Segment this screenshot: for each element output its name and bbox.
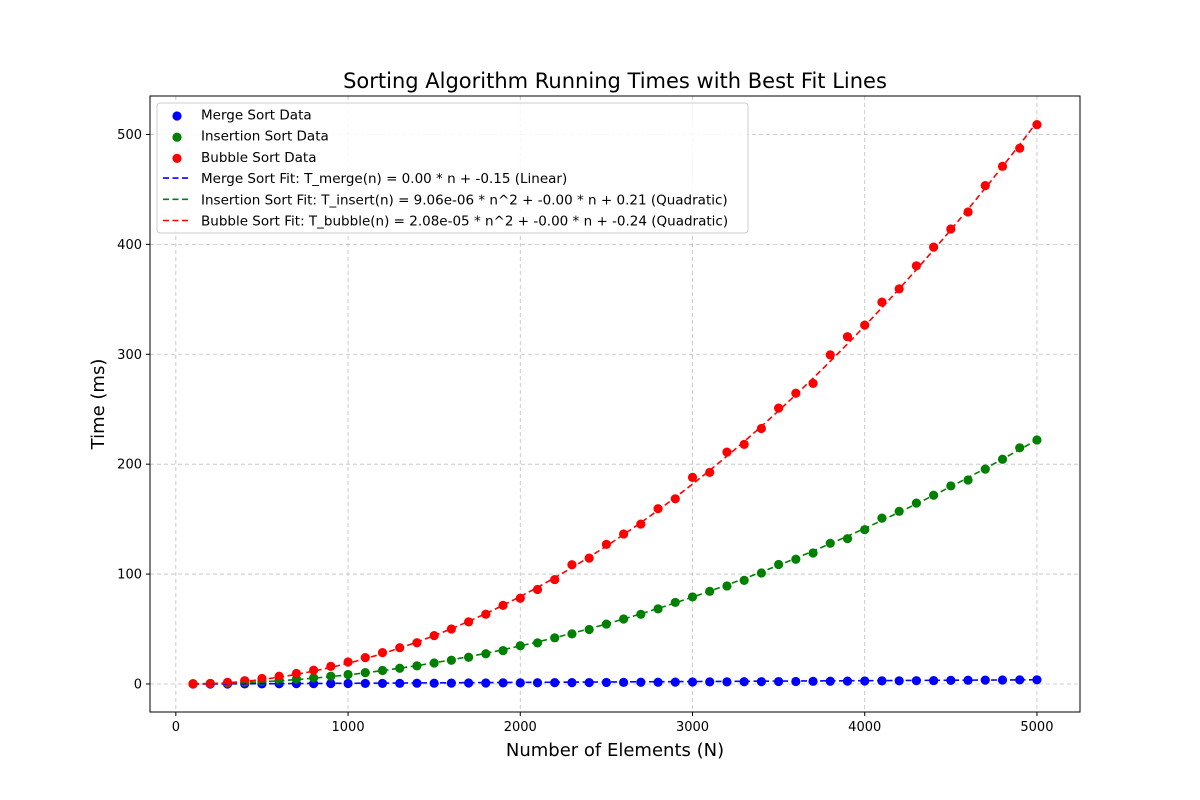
x-tick-label: 4000	[848, 720, 881, 735]
bubble-sort-point	[929, 242, 939, 252]
insertion-sort-point	[309, 673, 319, 683]
bubble-sort-point	[498, 600, 508, 610]
bubble-sort-point	[257, 673, 267, 684]
bubble-sort-point	[205, 678, 215, 689]
bubble-sort-point	[653, 504, 663, 514]
legend-label-merge-sort-fit: Merge Sort Fit: T_merge(n) = 0.00 * n + …	[201, 171, 567, 187]
merge-sort-point	[860, 676, 870, 686]
insertion-sort-point	[756, 568, 766, 578]
y-tick-label: 300	[117, 348, 142, 363]
x-tick-label: 5000	[1020, 720, 1053, 735]
insertion-sort-point	[619, 614, 629, 624]
bubble-sort-point	[584, 553, 594, 563]
grid-lines	[150, 96, 1080, 712]
insertion-sort-point	[395, 663, 405, 673]
insertion-sort-point	[532, 638, 543, 648]
bubble-sort-point	[377, 648, 388, 658]
merge-sort-point	[395, 678, 405, 688]
insertion-sort-point	[515, 641, 525, 651]
legend-label-merge-sort: Merge Sort Data	[201, 108, 312, 124]
bubble-sort-point	[532, 584, 543, 595]
insertion-sort-point	[963, 475, 973, 485]
legend-box	[156, 102, 749, 234]
y-tick-label: 500	[117, 128, 142, 143]
legend-label-insertion-sort-fit: Insertion Sort Fit: T_insert(n) = 9.06e-…	[201, 192, 728, 208]
chart-title: Sorting Algorithm Running Times with Bes…	[343, 69, 887, 93]
merge-sort-point	[946, 675, 956, 685]
merge-sort-point	[653, 677, 663, 687]
bubble-sort-point	[343, 657, 353, 667]
legend-label-insertion-sort: Insertion Sort Data	[201, 129, 329, 145]
merge-sort-point	[670, 677, 680, 687]
bubble-sort-point	[705, 467, 715, 478]
y-tick-label: 200	[117, 458, 142, 473]
bubble-sort-point	[963, 207, 973, 217]
legend: Merge Sort Data Insertion Sort Data Bubble…	[156, 102, 749, 234]
x-axis-ticks: 0 1000 2000 3000 4000 5000	[172, 712, 1053, 735]
bubble-sort-point	[670, 494, 680, 504]
plot-series	[188, 119, 1042, 689]
legend-marker-insertion-sort	[172, 132, 182, 142]
x-tick-label: 0	[172, 720, 180, 735]
bubble-sort-fit-line	[193, 121, 1038, 685]
bubble-sort-point	[774, 403, 784, 413]
merge-sort-point	[842, 676, 853, 686]
y-tick-label: 0	[134, 677, 142, 692]
insertion-sort-point	[498, 645, 508, 656]
bubble-sort-point	[980, 180, 990, 191]
bubble-sort-point	[326, 661, 336, 671]
y-tick-label: 100	[117, 568, 142, 583]
insertion-sort-point	[636, 609, 646, 619]
insertion-sort-point	[670, 597, 680, 608]
insertion-sort-point	[412, 661, 422, 671]
merge-sort-point	[481, 678, 491, 688]
bubble-sort-point	[842, 332, 853, 342]
x-tick-label: 3000	[676, 720, 709, 735]
y-axis-title: Time (ms)	[88, 359, 109, 451]
legend-label-bubble-sort: Bubble Sort Data	[201, 150, 317, 166]
bubble-sort-point	[808, 378, 818, 388]
merge-sort-fit-line	[193, 679, 1037, 685]
insertion-sort-fit-line	[193, 439, 1038, 685]
merge-sort-point	[1032, 675, 1042, 685]
bubble-sort-point	[756, 423, 766, 434]
legend-label-bubble-sort-fit: Bubble Sort Fit: T_bubble(n) = 2.08e-05 …	[201, 214, 728, 230]
merge-sort-point	[774, 676, 784, 687]
bubble-sort-point	[464, 617, 474, 627]
bubble-sort-point	[687, 472, 698, 482]
merge-sort-point	[567, 678, 577, 688]
bubble-sort-point	[274, 671, 284, 681]
plot-area-frame	[149, 95, 1081, 713]
merge-sort-point	[929, 675, 939, 686]
x-axis-title: Number of Elements (N)	[506, 740, 724, 761]
y-axis-ticks: 0 100 200 300 400 500	[117, 128, 150, 692]
insertion-sort-point	[877, 513, 887, 523]
y-tick-label: 400	[117, 238, 142, 253]
bubble-sort-point	[446, 624, 456, 634]
bubble-sort-point	[360, 652, 370, 663]
bubble-sort-point	[739, 439, 749, 449]
merge-sort-point	[377, 678, 388, 689]
insertion-sort-point	[653, 604, 663, 614]
bubble-sort-point	[291, 668, 301, 679]
bubble-sort-point	[791, 388, 801, 398]
bubble-sort-point	[1015, 143, 1025, 153]
insertion-sort-point	[791, 554, 801, 564]
legend-entries: Merge Sort Data Insertion Sort Data Bubble…	[163, 108, 728, 230]
legend-marker-merge-sort	[172, 111, 182, 121]
merge-sort-point	[584, 677, 594, 688]
merge-sort-point	[756, 677, 766, 687]
insertion-sort-point	[722, 581, 732, 591]
bubble-sort-point	[1032, 119, 1042, 130]
bubble-sort-point	[722, 447, 732, 457]
bubble-sort-point	[825, 350, 835, 360]
x-tick-label: 1000	[332, 720, 365, 735]
legend-marker-bubble-sort	[172, 153, 182, 163]
insertion-sort-point	[894, 506, 904, 516]
x-tick-label: 2000	[504, 720, 537, 735]
insertion-sort-point	[842, 534, 853, 544]
insertion-sort-point	[739, 575, 749, 585]
bubble-sort-point	[309, 665, 319, 675]
